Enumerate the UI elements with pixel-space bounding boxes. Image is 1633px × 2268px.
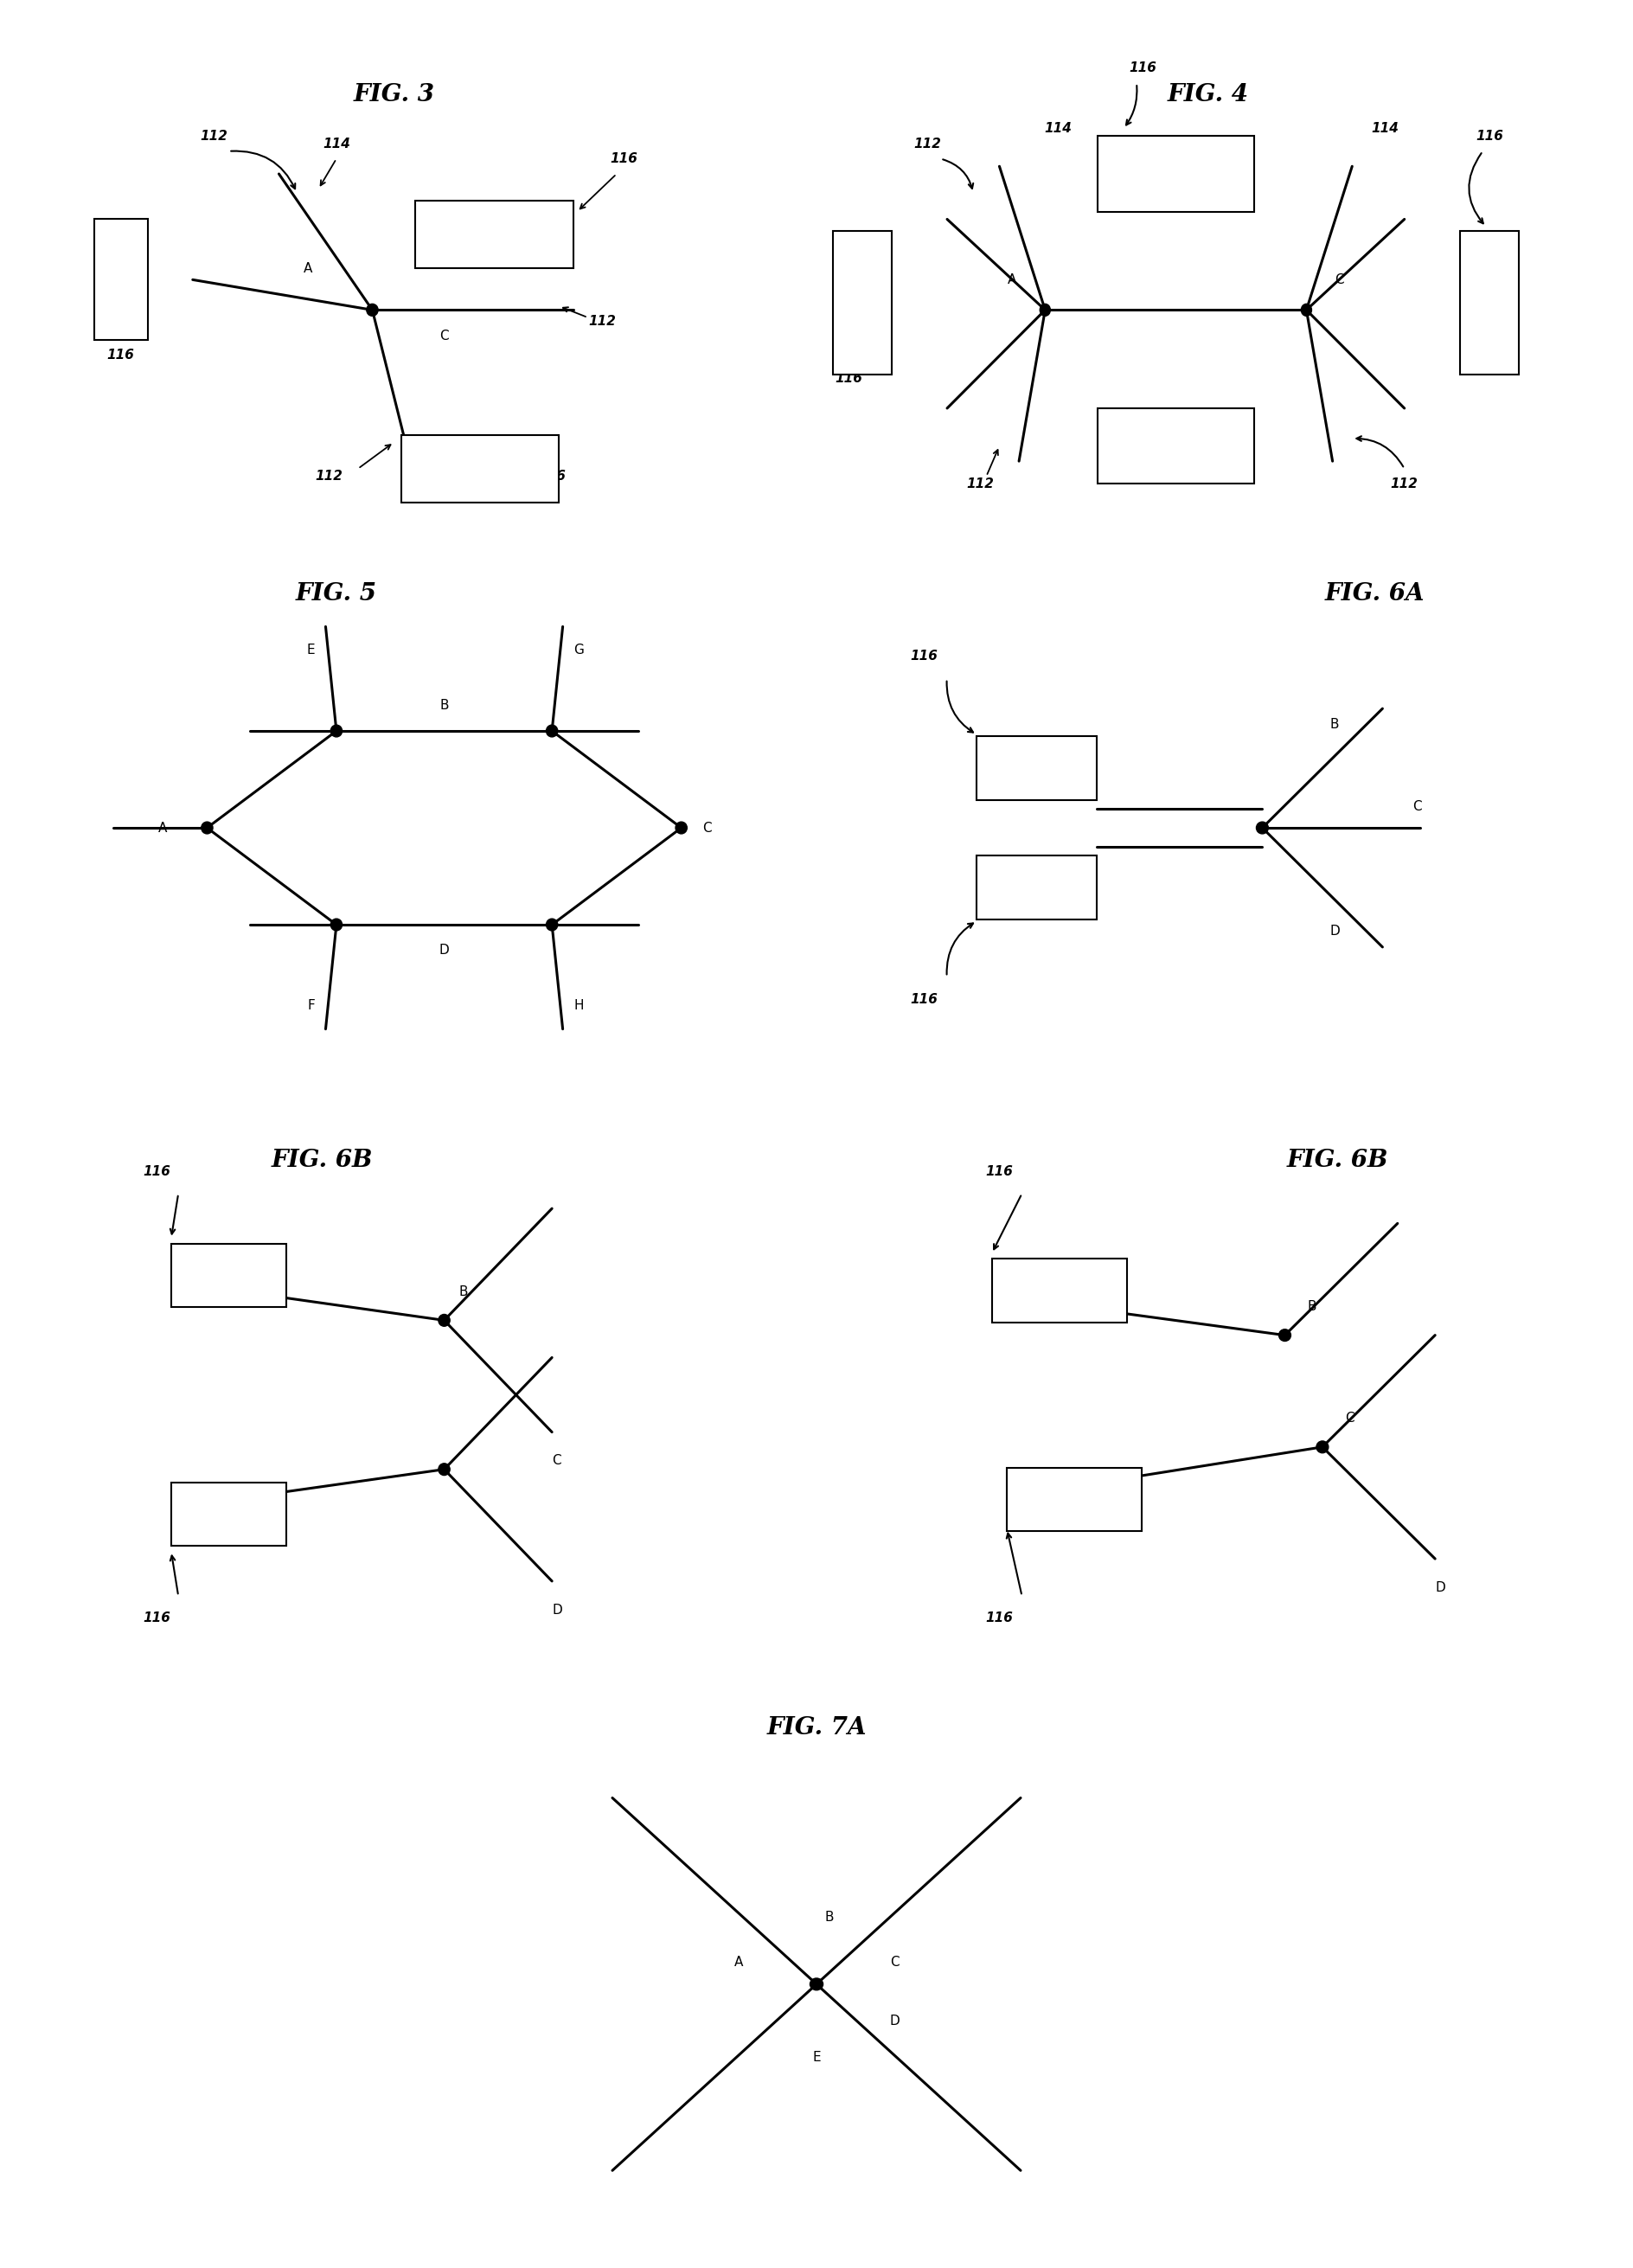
Text: 116: 116: [144, 1613, 170, 1624]
Text: 112: 112: [967, 476, 993, 490]
Text: B: B: [439, 699, 449, 712]
Text: E: E: [307, 644, 315, 655]
Text: D: D: [890, 2014, 900, 2028]
Text: 116: 116: [1130, 61, 1156, 75]
Text: P: P: [1055, 1284, 1063, 1297]
Text: 112: 112: [201, 129, 229, 143]
Text: FIG. 6B: FIG. 6B: [1287, 1150, 1388, 1173]
Text: C: C: [702, 821, 712, 835]
Text: C: C: [1413, 801, 1422, 812]
Text: D: D: [1435, 1581, 1445, 1594]
Bar: [402, 435, 558, 503]
Text: F: F: [307, 1000, 315, 1012]
Bar: [977, 855, 1097, 919]
Text: C: C: [439, 329, 449, 342]
Bar: [1097, 136, 1254, 211]
Text: C: C: [552, 1454, 562, 1467]
Circle shape: [810, 1978, 823, 1989]
Circle shape: [676, 821, 687, 835]
Text: C: C: [890, 1955, 900, 1969]
Circle shape: [545, 726, 558, 737]
Text: FIG. 7A: FIG. 7A: [766, 1717, 867, 1740]
Text: 116: 116: [986, 1613, 1012, 1624]
Circle shape: [330, 726, 343, 737]
Text: D: D: [439, 943, 449, 957]
Bar: [95, 220, 147, 340]
Text: C: C: [1346, 1411, 1354, 1424]
Circle shape: [1256, 821, 1269, 835]
Text: 116: 116: [911, 993, 937, 1005]
Circle shape: [366, 304, 379, 315]
Bar: [833, 231, 892, 374]
Circle shape: [201, 821, 212, 835]
Text: D: D: [552, 1603, 562, 1617]
Text: H: H: [573, 1000, 583, 1012]
Text: B: B: [490, 238, 500, 252]
Text: E: E: [812, 2050, 821, 2064]
Text: FIG. 6A: FIG. 6A: [1324, 583, 1426, 606]
Circle shape: [438, 1315, 451, 1327]
Bar: [171, 1243, 286, 1306]
Text: 116: 116: [539, 469, 565, 483]
Circle shape: [1040, 304, 1050, 315]
Circle shape: [1316, 1440, 1328, 1454]
Text: FIG. 5: FIG. 5: [296, 583, 377, 606]
Bar: [415, 200, 573, 268]
Text: D: D: [1171, 417, 1181, 431]
Text: Q: Q: [1032, 880, 1042, 894]
Text: D: D: [1329, 925, 1341, 937]
Text: A: A: [1008, 272, 1017, 286]
Circle shape: [1302, 304, 1311, 315]
Bar: [171, 1483, 286, 1547]
Text: 116: 116: [911, 651, 937, 662]
Circle shape: [1279, 1329, 1290, 1340]
Text: 116: 116: [836, 372, 862, 386]
Text: 114: 114: [323, 136, 349, 150]
Text: B: B: [1308, 1300, 1316, 1313]
Text: P: P: [225, 1270, 232, 1281]
Text: B: B: [1171, 191, 1181, 204]
Text: 116: 116: [611, 152, 637, 166]
Text: 116: 116: [1476, 129, 1502, 143]
Bar: [1008, 1467, 1141, 1531]
Text: 112: 112: [914, 136, 941, 150]
Text: A: A: [158, 821, 168, 835]
Text: G: G: [573, 644, 583, 655]
Text: 116: 116: [986, 1166, 1012, 1177]
Text: FIG. 3: FIG. 3: [353, 84, 434, 107]
Bar: [991, 1259, 1127, 1322]
Text: FIG. 6B: FIG. 6B: [271, 1150, 372, 1173]
Text: 114: 114: [1045, 122, 1071, 136]
Bar: [1097, 408, 1254, 483]
Text: B: B: [1329, 719, 1339, 730]
Text: 114: 114: [1372, 122, 1398, 136]
Text: 116: 116: [108, 349, 134, 363]
Text: Q: Q: [1070, 1492, 1079, 1506]
Circle shape: [545, 919, 558, 930]
Text: A: A: [304, 261, 312, 274]
Text: 112: 112: [588, 315, 616, 329]
Text: FIG. 4: FIG. 4: [1168, 84, 1249, 107]
Circle shape: [438, 1463, 451, 1474]
Text: 116: 116: [144, 1166, 170, 1177]
Text: B: B: [825, 1910, 834, 1923]
Bar: [977, 737, 1097, 801]
Circle shape: [330, 919, 343, 930]
Text: A: A: [735, 1955, 743, 1969]
Text: 112: 112: [315, 469, 343, 483]
Text: C: C: [1334, 272, 1344, 286]
Text: B: B: [459, 1286, 467, 1297]
Bar: [1460, 231, 1519, 374]
Text: 112: 112: [1391, 476, 1417, 490]
Text: P: P: [1034, 762, 1040, 776]
Text: Q: Q: [224, 1508, 234, 1520]
